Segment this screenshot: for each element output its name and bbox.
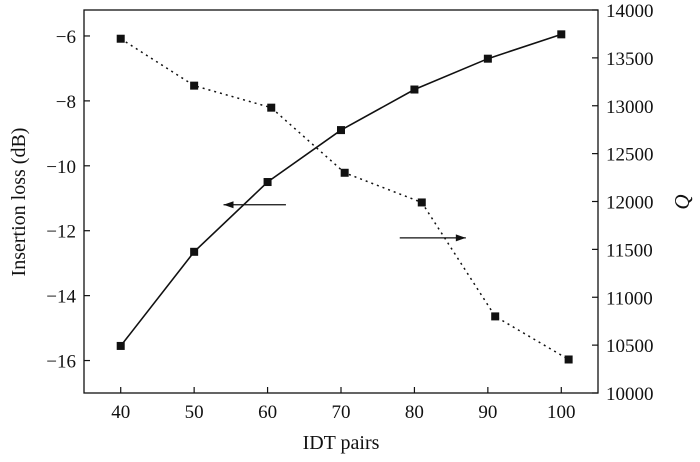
y-left-tick-label: −12 — [46, 222, 76, 243]
insertion-loss-marker — [337, 126, 345, 135]
q-marker — [116, 34, 125, 43]
y-right-tick-label: 13000 — [606, 97, 654, 118]
y-left-tick-label: −6 — [56, 27, 76, 48]
y-left-tick-label: −8 — [56, 92, 76, 113]
series-group — [116, 30, 573, 364]
insertion-loss-marker — [483, 54, 492, 63]
q-marker — [491, 312, 500, 321]
x-tick-label: 40 — [111, 402, 130, 423]
x-tick-label: 60 — [258, 402, 277, 423]
y-right-tick-label: 11500 — [606, 240, 653, 261]
x-tick-label: 100 — [547, 402, 576, 423]
plot-frame — [83, 9, 599, 394]
insertion-loss-marker — [116, 341, 125, 350]
y-right-axis-title: Q — [670, 194, 694, 209]
y-right-tick-label: 14000 — [606, 1, 654, 22]
x-tick-label: 90 — [478, 402, 497, 423]
tick-group: 40 50 60 70 80 90 100 −16 −14 −12 −10 −8 −6 10000 1050… — [46, 1, 653, 423]
y-right-tick-label: 11000 — [606, 288, 653, 309]
x-axis-title: IDT pairs — [303, 432, 380, 454]
y-right-tick-label: 10000 — [606, 384, 654, 405]
arrow-right-icon — [455, 234, 466, 242]
y-right-tick-label: 12000 — [606, 193, 654, 214]
insertion-loss-marker — [410, 85, 419, 94]
insertion-loss-marker — [190, 247, 199, 256]
q-marker — [267, 103, 276, 112]
x-tick-label: 70 — [332, 402, 351, 423]
x-tick-label: 80 — [405, 402, 424, 423]
y-right-tick-label: 13500 — [606, 49, 654, 70]
y-left-axis-title: Insertion loss (dB) — [8, 128, 30, 277]
insertion-loss-marker — [263, 178, 272, 187]
annotation-group — [223, 201, 466, 242]
insertion-loss-marker — [557, 30, 566, 39]
q-marker — [417, 198, 426, 207]
q-marker — [340, 168, 349, 177]
q-marker — [564, 355, 573, 364]
q-line — [120, 38, 570, 361]
x-tick-label: 50 — [185, 402, 204, 423]
y-left-tick-label: −14 — [46, 287, 76, 308]
y-left-tick-label: −16 — [46, 352, 76, 373]
arrow-left-icon — [223, 201, 234, 209]
y-right-tick-label: 10500 — [606, 336, 654, 357]
y-left-tick-label: −10 — [46, 157, 76, 178]
y-right-tick-label: 12500 — [606, 145, 654, 166]
q-marker — [190, 81, 199, 90]
